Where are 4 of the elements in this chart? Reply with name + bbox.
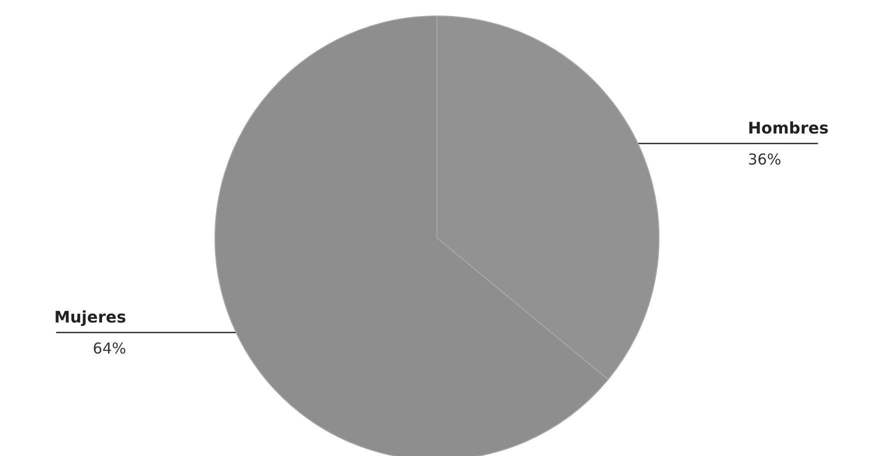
slice-label: Mujeres [54,308,126,327]
data-label: 36% [748,150,782,168]
data-label: 64% [92,340,126,358]
slice-label: Hombres [748,118,829,138]
